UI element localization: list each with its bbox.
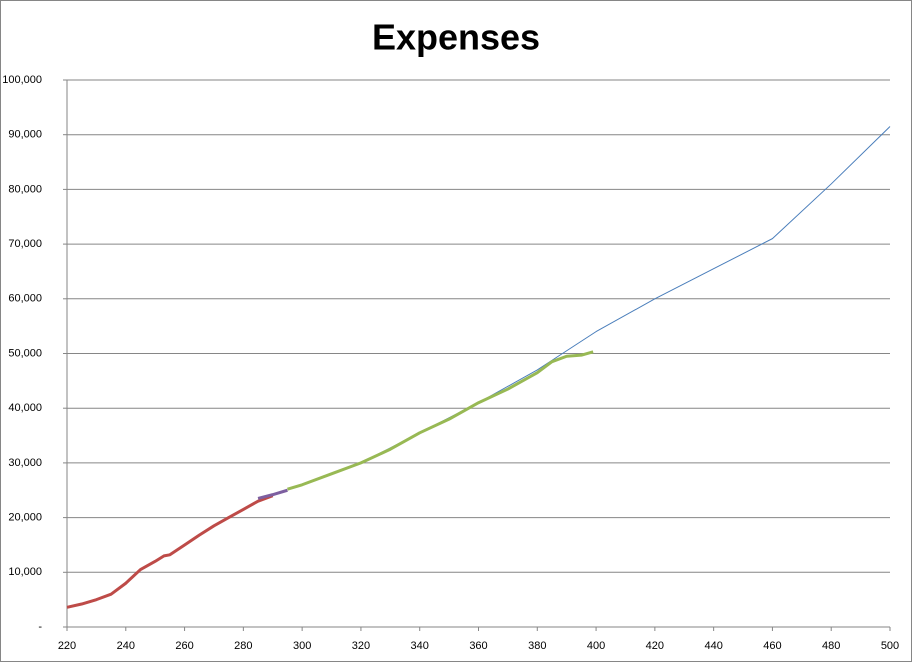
series-line xyxy=(287,350,594,491)
y-tick-label: 30,000 xyxy=(8,457,42,469)
x-tick-label: 480 xyxy=(822,640,840,652)
x-tick-label: 280 xyxy=(234,640,252,652)
x-tick-label: 320 xyxy=(352,640,370,652)
chart-title: Expenses xyxy=(372,17,540,58)
x-tick-label: 420 xyxy=(646,640,664,652)
series-line xyxy=(66,494,274,609)
x-tick-label: 460 xyxy=(763,640,781,652)
y-tick-label: 80,000 xyxy=(8,183,42,195)
y-tick-label: 60,000 xyxy=(8,293,42,305)
x-tick-label: 360 xyxy=(469,640,487,652)
y-tick-label: 40,000 xyxy=(8,402,42,414)
x-tick-label: 220 xyxy=(58,640,76,652)
y-tick-label: - xyxy=(38,621,42,633)
x-tick-label: 500 xyxy=(881,640,899,652)
y-tick-label: 70,000 xyxy=(8,238,42,250)
x-tick-label: 300 xyxy=(293,640,311,652)
x-tick-label: 340 xyxy=(411,640,429,652)
x-tick-label: 440 xyxy=(704,640,722,652)
y-tick-label: 20,000 xyxy=(8,512,42,524)
x-tick-label: 260 xyxy=(175,640,193,652)
x-tick-label: 380 xyxy=(528,640,546,652)
y-tick-label: 90,000 xyxy=(8,129,42,141)
x-tick-label: 400 xyxy=(587,640,605,652)
y-tick-label: 100,000 xyxy=(2,74,42,86)
x-tick-label: 240 xyxy=(117,640,135,652)
series-line xyxy=(257,488,288,500)
y-tick-label: 10,000 xyxy=(8,566,42,578)
y-tick-label: 50,000 xyxy=(8,347,42,359)
